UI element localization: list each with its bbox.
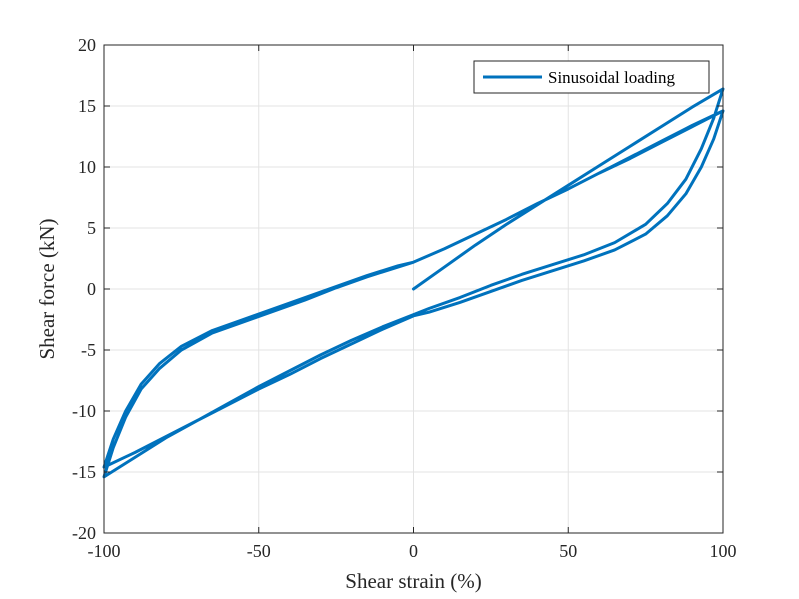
legend-label: Sinusoidal loading: [548, 68, 676, 87]
x-tick-label: 100: [710, 541, 737, 561]
y-tick-label: 15: [78, 96, 96, 116]
x-tick-label: 0: [409, 541, 418, 561]
series-line-sinusoidal-loading: [102, 87, 725, 479]
y-tick-label: -10: [72, 401, 96, 421]
y-axis-label: Shear force (kN): [35, 218, 59, 359]
x-tick-label: -100: [88, 541, 121, 561]
y-tick-label: -15: [72, 462, 96, 482]
x-tick-label: 50: [559, 541, 577, 561]
legend: Sinusoidal loading: [473, 60, 710, 94]
y-tick-label: 0: [87, 279, 96, 299]
x-tick-label: -50: [247, 541, 271, 561]
x-axis-label: Shear strain (%): [345, 569, 481, 593]
y-tick-label: -5: [81, 340, 96, 360]
y-tick-label: 5: [87, 218, 96, 238]
y-tick-label: 20: [78, 35, 96, 55]
y-tick-label: 10: [78, 157, 96, 177]
series-layer: [102, 87, 725, 479]
y-tick-label: -20: [72, 523, 96, 543]
